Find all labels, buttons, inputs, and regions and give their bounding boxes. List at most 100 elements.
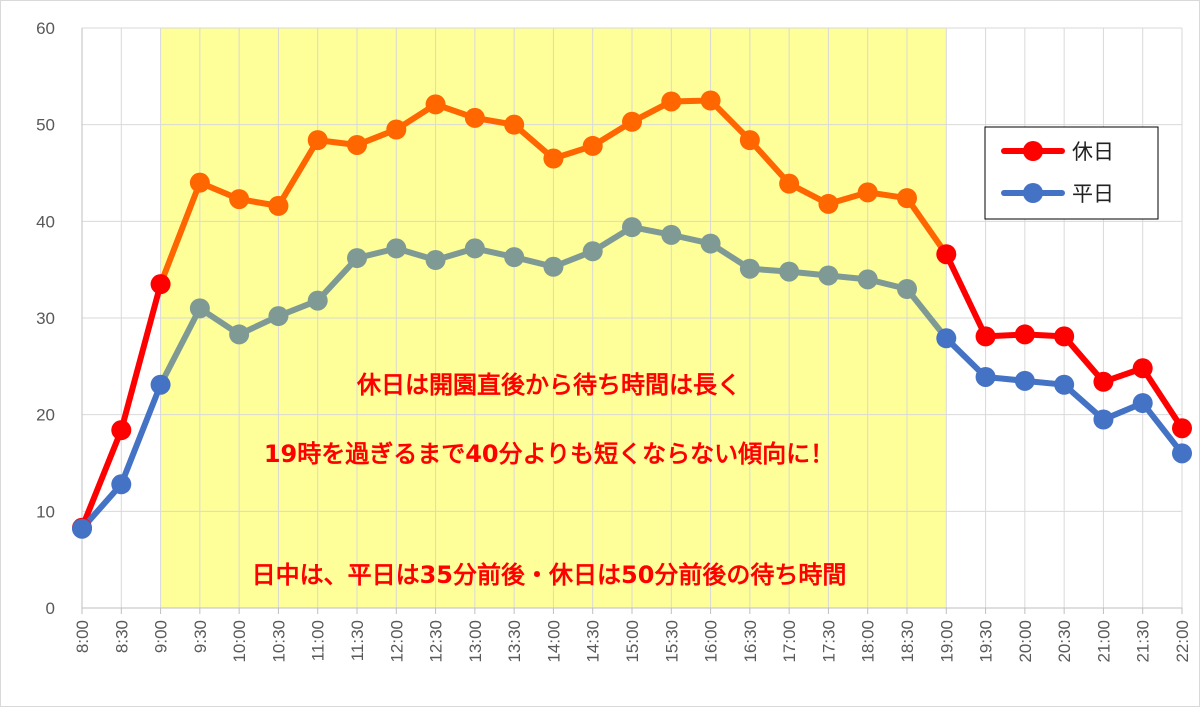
series-line-weekday [157, 305, 203, 388]
data-point-weekday [739, 258, 760, 279]
data-point-weekday [307, 290, 328, 311]
annotation-1: 休日は開園直後から待ち時間は長く [356, 371, 741, 399]
data-point-holiday [661, 91, 682, 112]
x-tick-label: 15:00 [623, 620, 642, 663]
data-point-holiday [543, 148, 564, 169]
data-point-holiday [1132, 358, 1153, 379]
data-point-holiday [1093, 371, 1114, 392]
x-tick-label: 11:30 [348, 620, 367, 661]
annotation-2: 19時を過ぎるまで40分よりも短くならない傾向に！ [264, 440, 834, 468]
annotation-3: 日中は、平日は35分前後・休日は50分前後の待ち時間 [252, 561, 847, 589]
data-point-weekday [897, 279, 917, 299]
series-line-holiday [157, 179, 203, 288]
x-tick-label: 20:00 [1016, 620, 1035, 663]
data-point-holiday [975, 326, 996, 347]
x-tick-label: 18:00 [859, 620, 878, 663]
data-point-holiday [150, 274, 171, 295]
data-point-holiday [386, 119, 407, 140]
plot-area: 0 10 20 30 40 50 60 8:00 8:30 9:00 9:30 10:00 10:30 1… [36, 19, 1192, 663]
series-line-weekday [904, 286, 950, 342]
data-point-holiday [425, 94, 446, 115]
series-line-weekday [118, 381, 164, 488]
legend-box [984, 126, 1159, 220]
series-line-holiday [118, 281, 164, 434]
data-point-weekday [347, 248, 367, 269]
data-point-holiday [1172, 418, 1192, 439]
data-point-weekday [622, 217, 642, 238]
data-point-holiday [700, 90, 721, 111]
x-tick-label: 13:00 [466, 620, 485, 663]
data-point-weekday [582, 241, 603, 262]
data-point-holiday [936, 244, 957, 265]
data-point-holiday [857, 182, 878, 203]
x-tick-label: 14:30 [584, 620, 603, 663]
data-point-holiday [779, 173, 800, 194]
data-point-weekday [504, 247, 525, 268]
x-tick-label: 21:30 [1134, 620, 1153, 663]
annotations: 休日は開園直後から待ち時間は長く 19時を過ぎるまで40分よりも短くならない傾向… [252, 371, 847, 589]
data-point-holiday [1054, 326, 1075, 347]
data-point-weekday [543, 256, 564, 277]
data-point-weekday [189, 298, 210, 319]
x-tick-label: 8:00 [73, 620, 92, 653]
data-point-weekday [1093, 409, 1114, 430]
data-point-weekday [72, 518, 92, 539]
series-line-weekday [1139, 400, 1185, 457]
data-point-weekday [386, 238, 407, 259]
series-line-holiday [943, 251, 989, 340]
series-line-holiday [1139, 365, 1185, 432]
x-tick-label: 17:30 [819, 620, 838, 663]
data-point-weekday [857, 269, 878, 290]
data-point-weekday [1054, 374, 1075, 395]
data-point-weekday [150, 374, 171, 395]
data-point-weekday [975, 366, 996, 387]
data-point-weekday [464, 238, 485, 259]
x-tick-label: 12:00 [387, 620, 406, 663]
data-point-weekday [268, 306, 289, 327]
legend: 休日 平日 [984, 126, 1159, 220]
data-point-weekday [700, 233, 721, 254]
x-tick-label: 9:30 [191, 620, 210, 653]
data-point-weekday [779, 261, 800, 282]
x-tick-label: 16:30 [741, 620, 760, 663]
data-point-holiday [268, 195, 289, 216]
data-point-weekday [1172, 443, 1192, 464]
data-point-holiday [897, 188, 917, 209]
x-tick-label: 9:00 [152, 620, 171, 653]
x-tick-label: 10:30 [269, 620, 288, 663]
x-tick-label: 16:00 [702, 620, 721, 663]
data-point-weekday [229, 324, 250, 345]
data-point-holiday [229, 189, 250, 210]
series-line-holiday [275, 137, 321, 209]
data-point-holiday [582, 135, 603, 156]
x-tick-label: 21:00 [1094, 620, 1113, 663]
x-tick-label: 11:00 [309, 620, 328, 661]
legend-marker-holiday [1023, 141, 1043, 161]
x-tick-label: 13:30 [505, 620, 524, 663]
x-tick-label: 17:00 [780, 620, 799, 663]
legend-label-holiday: 休日 [1072, 140, 1114, 164]
data-point-holiday [307, 130, 328, 151]
x-tick-label: 19:00 [937, 620, 956, 663]
y-tick-label: 20 [36, 406, 55, 425]
data-point-weekday [936, 328, 957, 349]
legend-marker-weekday [1023, 183, 1043, 203]
x-tick-label: 10:00 [230, 620, 249, 663]
data-point-holiday [347, 134, 367, 155]
data-point-holiday [818, 193, 839, 214]
data-point-holiday [111, 420, 132, 441]
x-tick-label: 15:30 [662, 620, 681, 663]
x-tick-label: 12:30 [427, 620, 446, 663]
data-point-holiday [504, 114, 525, 135]
data-point-weekday [111, 474, 132, 495]
series-line-holiday [904, 195, 950, 258]
y-tick-label: 60 [36, 19, 55, 38]
series-line-holiday [1061, 333, 1107, 385]
y-tick-label: 50 [36, 116, 55, 135]
x-tick-label: 19:30 [977, 620, 996, 663]
data-point-holiday [189, 172, 210, 193]
y-tick-label: 0 [46, 599, 55, 618]
data-point-holiday [622, 111, 642, 132]
data-point-holiday [464, 107, 485, 128]
